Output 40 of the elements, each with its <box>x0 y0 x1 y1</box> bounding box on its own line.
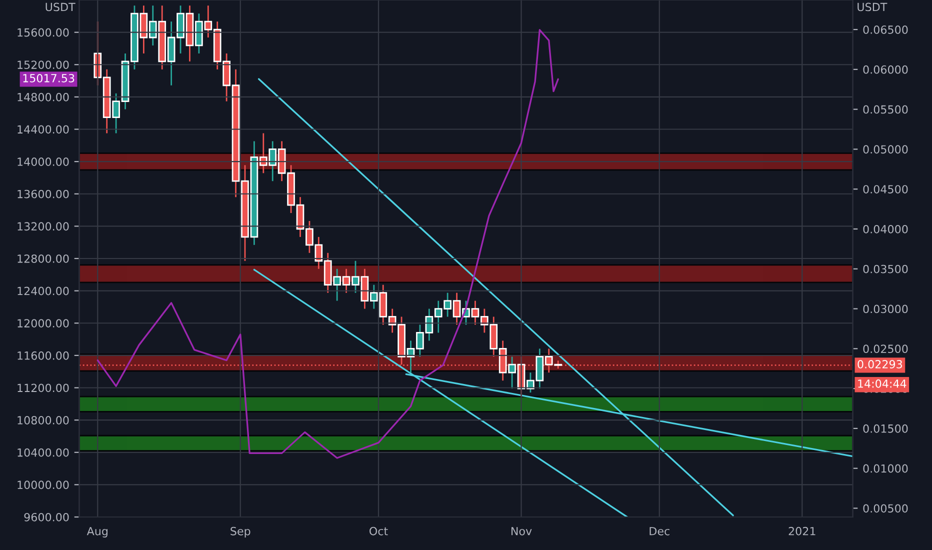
y-tick-label: 11200.00 <box>18 384 69 392</box>
y2-tick-label: 0.00500 <box>863 504 908 513</box>
x-tick-label: Nov <box>512 527 532 536</box>
y-tick-label: 13200.00 <box>18 222 69 231</box>
y2-tick-label: 0.04000 <box>863 224 908 234</box>
y2-tick-label: 0.06000 <box>863 65 908 74</box>
y2-tick-label: 0.06500 <box>863 25 908 34</box>
y-tick-label: 12400.00 <box>18 286 69 296</box>
y2-tick-label: 0.05000 <box>863 145 908 154</box>
y-tick-label: 12800.00 <box>18 254 69 263</box>
y2-tick-label: 0.04500 <box>863 185 908 194</box>
x-tick-label: Sep <box>230 526 250 538</box>
text: 14:04:44 <box>858 379 906 388</box>
y-tick-label: 14400.00 <box>18 125 69 134</box>
y2-tick-label: 0.05500 <box>863 105 908 114</box>
y2-tick-label: 0.03500 <box>863 264 908 274</box>
y2-tick-label: 0.02500 <box>863 344 908 354</box>
y-tick-label: 10400.00 <box>18 448 69 457</box>
y-tick-label: 10000.00 <box>18 480 69 490</box>
y2-tick-label: 0.01500 <box>863 424 908 433</box>
x-tick-label: Dec <box>650 527 670 536</box>
text: 15017.53 <box>23 74 74 82</box>
y-tick-label: 11600.00 <box>18 351 69 360</box>
y-tick-label: 9600.00 <box>24 512 69 522</box>
y2-tick-label: 0.03000 <box>863 304 908 314</box>
y-tick-label: 10800.00 <box>18 416 69 424</box>
y-axis-title: USDT <box>46 2 76 12</box>
y-tick-label: 14800.00 <box>18 92 69 102</box>
x-tick-label: Oct <box>370 526 388 536</box>
y2-axis-title: USDT <box>858 2 888 12</box>
x-tick-label: 2021 <box>788 526 816 536</box>
y-tick-label: 14000.00 <box>18 158 69 166</box>
y-tick-label: 13600.00 <box>18 190 69 198</box>
x-tick-label: Aug <box>86 527 108 538</box>
y-tick-label: 12000.00 <box>18 319 69 328</box>
y2-tick-label: 0.01000 <box>863 464 908 473</box>
line-series <box>96 29 559 459</box>
y-tick-label: 15600.00 <box>18 28 69 37</box>
ref-line-label: 0.02293 <box>858 360 902 368</box>
y-tick-label: 15200.00 <box>18 60 69 70</box>
